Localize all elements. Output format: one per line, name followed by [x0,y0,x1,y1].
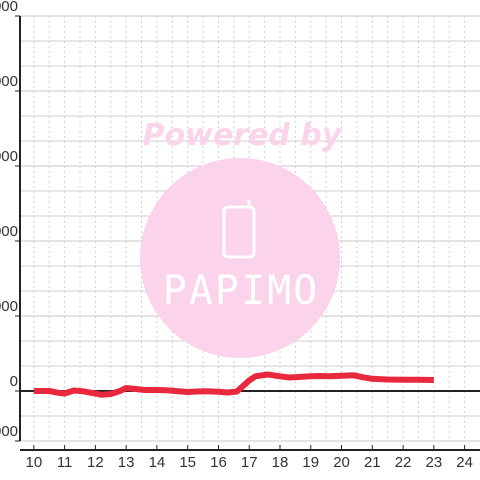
x-tick-labels: 10 11 12 13 14 15 16 17 18 19 20 21 22 23 24 [26,454,473,471]
y-tick-label: 0 [10,373,18,390]
x-tick-label: 21 [364,454,381,471]
x-tick-label: 10 [26,454,43,471]
y-tick-labels: -20,000 0 30,000 60,000 90,000 120,000 150,000 [0,0,18,440]
x-tick-label: 15 [179,454,196,471]
x-tick-label: 13 [118,454,135,471]
x-tick-label: 19 [302,454,319,471]
y-tick-label: -20,000 [0,423,18,440]
watermark-powered-by: Powered by [143,118,343,153]
x-tick-label: 14 [149,454,166,471]
x-tick-label: 23 [426,454,443,471]
y-tick-label: 120,000 [0,73,18,90]
x-tick-label: 22 [395,454,412,471]
x-tick-label: 24 [456,454,473,471]
series-line [33,371,434,398]
phone-icon [222,200,256,259]
y-tick-label: 150,000 [0,0,18,15]
x-tick-label: 16 [210,454,227,471]
y-tick-label: 30,000 [0,298,18,315]
watermark-logo: PAPIMO [163,268,320,314]
x-tick-label: 20 [333,454,350,471]
x-tick-label: 18 [272,454,289,471]
y-tick-label: 60,000 [0,223,18,240]
series [33,371,434,398]
grid [20,15,480,442]
watermark: Powered by PAPIMO [140,118,343,358]
y-tick-label: 90,000 [0,148,18,165]
x-tick-label: 11 [57,454,73,471]
x-tick-label: 17 [241,454,258,471]
x-tick-label: 12 [87,454,104,471]
